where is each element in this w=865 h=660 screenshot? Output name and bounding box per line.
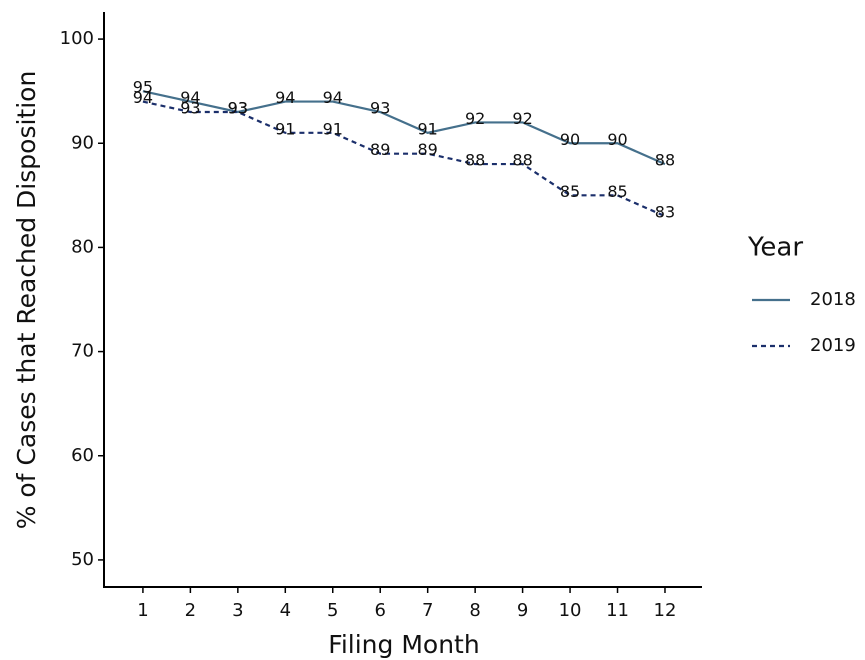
data-label: 83 <box>655 203 675 222</box>
x-tick-label: 11 <box>606 600 629 621</box>
data-label: 94 <box>323 88 343 107</box>
x-axis-title: Filing Month <box>328 630 479 659</box>
series-line <box>142 100 666 218</box>
data-label: 89 <box>370 140 390 159</box>
y-tick-label: 100 <box>60 28 94 49</box>
y-tick-label: 70 <box>71 341 94 362</box>
data-label: 95 <box>133 78 153 97</box>
data-label: 88 <box>655 151 675 170</box>
legend-label: 2018 <box>810 289 856 310</box>
x-tick-label: 10 <box>559 600 582 621</box>
data-label: 85 <box>607 182 627 201</box>
x-tick-label: 8 <box>469 600 480 621</box>
data-label: 91 <box>417 119 437 138</box>
data-label: 90 <box>560 130 580 149</box>
x-tick-label: 6 <box>374 600 385 621</box>
x-tick-label: 12 <box>654 600 677 621</box>
data-label: 94 <box>275 88 295 107</box>
y-tick-label: 60 <box>71 445 94 466</box>
data-label: 90 <box>607 130 627 149</box>
legend-label: 2019 <box>810 335 856 356</box>
data-label: 92 <box>512 109 532 128</box>
data-label: 94 <box>133 88 153 107</box>
x-tick-label: 5 <box>327 600 338 621</box>
x-tick-label: 9 <box>517 600 528 621</box>
data-label: 89 <box>417 140 437 159</box>
x-tick-label: 1 <box>137 600 148 621</box>
legend-title: Year <box>747 233 803 263</box>
data-label: 92 <box>465 109 485 128</box>
series-line <box>142 90 666 166</box>
data-label: 85 <box>560 182 580 201</box>
y-axis-title: % of Cases that Reached Disposition <box>12 71 41 530</box>
y-tick-label: 80 <box>71 236 94 257</box>
x-tick-label: 7 <box>422 600 433 621</box>
x-tick-label: 4 <box>280 600 291 621</box>
y-tick-label: 90 <box>71 132 94 153</box>
data-label: 93 <box>228 99 248 118</box>
data-label: 94 <box>180 88 200 107</box>
data-label: 88 <box>465 151 485 170</box>
x-tick-label: 2 <box>185 600 196 621</box>
data-label: 88 <box>512 151 532 170</box>
y-tick-label: 50 <box>71 549 94 570</box>
data-label: 91 <box>275 119 295 138</box>
data-label: 93 <box>370 99 390 118</box>
data-label: 93 <box>180 99 200 118</box>
data-label: 91 <box>323 119 343 138</box>
x-tick-label: 3 <box>232 600 243 621</box>
